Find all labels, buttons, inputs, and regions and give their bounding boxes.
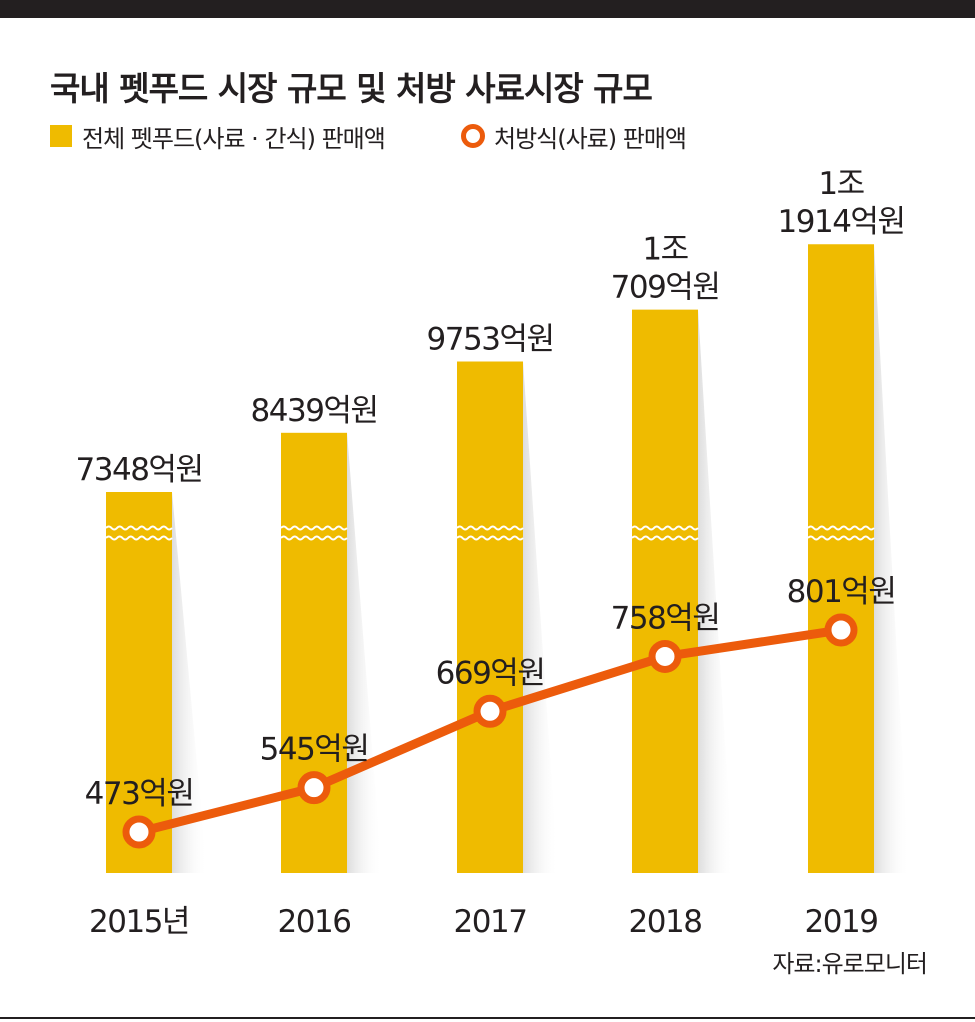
legend-line-label: 처방식(사료) 판매액 — [494, 124, 687, 153]
bar-shadow — [874, 244, 909, 873]
bar-value-label: 8439억원 — [251, 393, 378, 429]
legend-line-marker — [461, 124, 485, 148]
source-note: 자료:유로모니터 — [772, 950, 928, 978]
axis-break-mark — [631, 535, 699, 541]
bar-value-label: 1조 — [642, 232, 687, 268]
bar-value-label: 709억원 — [611, 270, 720, 306]
axis-break-mark — [105, 525, 173, 531]
x-tick-label: 2018 — [629, 904, 702, 940]
line-point — [297, 771, 331, 805]
bar-shadow — [347, 432, 382, 873]
axis-break-mark — [456, 525, 524, 531]
legend-bar-swatch — [50, 125, 72, 147]
axis-break-mark — [807, 535, 875, 541]
bar-shadow — [523, 361, 558, 873]
bar — [808, 244, 874, 873]
bar — [281, 432, 347, 873]
line-point — [473, 694, 507, 728]
line-point — [824, 613, 858, 647]
x-tick-label: 2016 — [278, 904, 351, 940]
chart-title: 국내 펫푸드 시장 규모 및 처방 사료시장 규모 — [50, 69, 653, 108]
legend-item-total: 전체 펫푸드(사료 · 간식) 판매액 — [50, 120, 386, 153]
bottom-rule — [0, 1017, 975, 1019]
bar-shadow — [172, 492, 207, 873]
line-value-label: 473억원 — [85, 776, 194, 812]
line-value-label: 801억원 — [787, 574, 896, 610]
line-value-label: 758억원 — [611, 600, 720, 636]
axis-break-mark — [807, 525, 875, 531]
top-bar — [0, 0, 975, 18]
bar — [106, 492, 172, 873]
axis-break-mark — [280, 535, 348, 541]
bar-value-label: 9753억원 — [427, 322, 554, 358]
line-value-label: 669억원 — [436, 655, 545, 691]
axis-break-mark — [631, 525, 699, 531]
bar-value-label: 7348억원 — [76, 452, 203, 488]
axis-break-mark — [105, 535, 173, 541]
x-tick-label: 2017 — [454, 904, 527, 940]
axis-break-mark — [280, 525, 348, 531]
x-tick-label: 2019 — [805, 904, 878, 940]
bar-value-label: 1조 — [818, 166, 863, 202]
legend-item-prescription: 처방식(사료) 판매액 — [461, 120, 687, 153]
bar-shadow — [698, 309, 733, 873]
x-tick-label: 2015년 — [89, 904, 189, 940]
bar — [632, 309, 698, 873]
line-value-label: 545억원 — [260, 732, 369, 768]
bar — [457, 361, 523, 873]
bar-value-label: 1914억원 — [778, 204, 905, 240]
legend-bar-label: 전체 펫푸드(사료 · 간식) 판매액 — [82, 124, 386, 153]
line-point — [122, 815, 156, 849]
line-point — [648, 639, 682, 673]
axis-break-mark — [456, 535, 524, 541]
